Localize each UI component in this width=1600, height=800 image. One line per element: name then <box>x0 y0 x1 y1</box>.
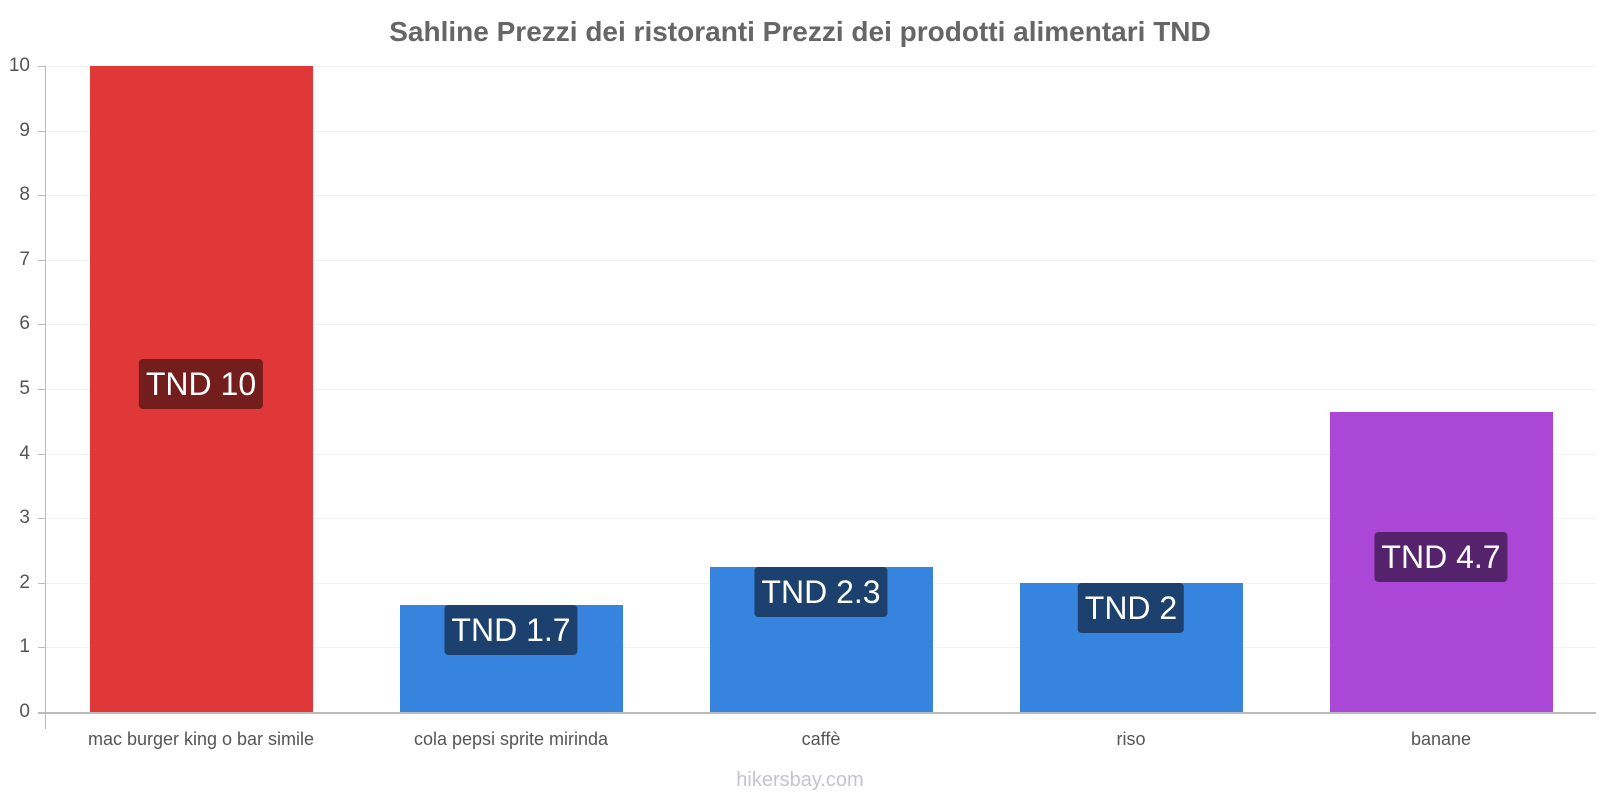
gridline <box>46 389 1596 390</box>
bar-value-label: TND 2.3 <box>754 566 888 617</box>
gridline <box>46 259 1596 261</box>
watermark: hikersbay.com <box>736 769 864 791</box>
x-tick-label: mac burger king o bar simile <box>87 729 315 749</box>
x-tick-label: caffè <box>801 729 841 749</box>
y-tick-label: 10 <box>8 55 30 76</box>
bar-value-label: TND 2 <box>1077 582 1185 633</box>
y-tick-label: 0 <box>19 701 30 722</box>
y-tick-label: 8 <box>19 184 30 206</box>
y-tick-label: 9 <box>19 119 30 141</box>
bar: TND 2 <box>1019 582 1243 712</box>
x-tick-label: riso <box>1116 729 1146 749</box>
y-tick-label: 1 <box>19 636 30 658</box>
y-tick-label: 3 <box>19 507 30 529</box>
x-tick-label: cola pepsi sprite mirinda <box>413 729 609 749</box>
bar: TND 1.7 <box>399 605 623 712</box>
gridline <box>46 518 1596 520</box>
y-tick-label: 2 <box>19 571 30 593</box>
y-tick-mark <box>38 130 46 132</box>
y-tick-label: 5 <box>19 378 30 399</box>
y-tick-mark <box>38 647 46 649</box>
y-tick-mark <box>38 582 46 584</box>
gridline <box>46 66 1596 67</box>
y-tick-mark <box>38 195 46 197</box>
bar: TND 4.7 <box>1329 411 1553 712</box>
y-tick-mark <box>38 324 46 326</box>
y-tick-mark <box>38 259 46 261</box>
x-tick-label: banane <box>1410 729 1472 749</box>
bar-value-label: TND 10 <box>138 359 264 409</box>
y-tick-label: 6 <box>19 313 30 335</box>
chart-title: Sahline Prezzi dei ristoranti Prezzi dei… <box>389 16 1211 47</box>
plot-area: TND 10 TND 1.7 TND 2.3 TND 2 TND 4.7 <box>46 66 1596 712</box>
bar: TND 10 <box>89 66 313 712</box>
y-tick-mark <box>38 389 46 390</box>
y-tick-label: 4 <box>19 442 30 464</box>
gridline <box>46 130 1596 132</box>
bar: TND 2.3 <box>709 566 933 712</box>
gridline <box>46 453 1596 455</box>
x-axis-line <box>38 712 1596 714</box>
y-axis-line <box>45 66 46 729</box>
y-tick-mark <box>38 66 46 67</box>
bar-value-label: TND 4.7 <box>1374 531 1508 582</box>
y-tick-mark <box>38 518 46 520</box>
gridline <box>46 324 1596 326</box>
gridline <box>46 195 1596 197</box>
y-tick-mark <box>38 453 46 455</box>
bar-value-label: TND 1.7 <box>444 605 578 656</box>
y-tick-label: 7 <box>19 248 30 270</box>
